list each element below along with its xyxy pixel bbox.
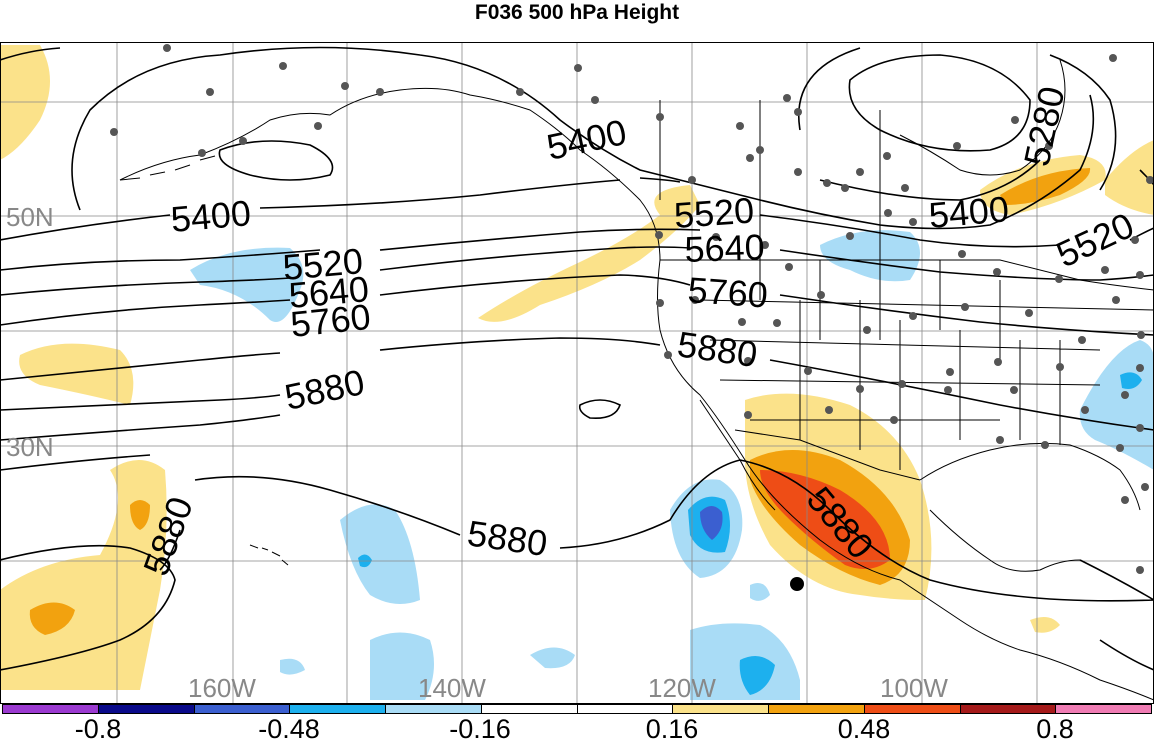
hawaii-islands [249,544,289,566]
anomaly-field-mexico-core [760,470,890,569]
contour-label: 5400 [927,188,1010,236]
contour-label: 5760 [686,269,769,315]
gulf-of-mexico-coast [919,442,1141,572]
colorbar-segment [864,705,961,713]
colorbar-tick-label: -0.8 [74,714,122,744]
anomaly-field-nw-edge [0,45,50,160]
anomaly-field-hudson-core [1000,168,1091,205]
anomaly-field-southwest-core-1 [29,602,75,635]
anomaly-field-gulf-of-alaska [190,247,304,322]
colorbar-segment [481,705,578,713]
alaska-coast [119,87,1154,701]
weather-map: 5400 5400 5520 5520 5640 5640 5760 5760 … [0,42,1154,704]
contour-label: 5640 [684,226,765,270]
colorbar-tick-label: -0.16 [449,714,511,744]
lat-label: 50N [6,202,54,232]
lon-label: 160W [188,673,256,703]
contour-line [848,54,1031,152]
contour-line [0,47,61,61]
lon-label: 120W [648,673,716,703]
colorbar-tick-label: 0.16 [645,714,699,744]
anomaly-field-baja-low-core [700,506,723,540]
contour-line [194,459,1154,602]
colorbar-tick-label: 0.48 [837,714,891,744]
anomaly-field-south-pacific-2 [370,632,434,700]
contour-line [0,246,1154,296]
contour-label: 5640 [287,268,370,316]
colorbar-segment [577,705,674,713]
anomaly-field-pacific-jet [478,185,700,322]
contour-line [0,454,151,471]
colorbar-segment [1056,705,1151,713]
anomaly-field-south-mexico [1030,616,1060,633]
lat-label: 30N [6,432,54,462]
contour-line [0,337,1154,431]
height-contours [0,46,1154,671]
lon-label: 140W [418,673,486,703]
lon-label: 100W [880,673,948,703]
anomaly-field-northern-plains [820,230,920,282]
colorbar-segment [3,705,99,713]
anomaly-field-southeast-core [1120,372,1142,389]
contour-label: 5400 [169,192,252,240]
chart-title: F036 500 hPa Height [474,1,680,24]
contour-line [218,140,334,181]
us-state-borders [699,299,1154,470]
colorbar-segment [290,705,386,713]
us-mexico-border [734,429,921,481]
lat-lon-grid [0,42,1154,704]
hudson-bay-coast [899,59,1066,176]
colorbar-segment [98,705,195,713]
station-markers [110,44,1154,574]
colorbar-segment [769,705,865,713]
colorbar [2,704,1152,714]
anomaly-field-west-pacific [19,343,134,405]
contour-line [578,399,621,420]
negative-anomaly-fields [190,230,1154,700]
anomaly-field-great-lakes [1105,140,1154,215]
colorbar-tick-label: -0.48 [258,714,320,744]
positive-anomaly-fields [0,45,1154,690]
contour-line [71,46,1095,230]
colorbar-segment [386,705,482,713]
contour-line [0,177,681,241]
anomaly-field-hawaii [340,504,420,604]
anomaly-field-south-pacific-3 [530,647,575,669]
anomaly-field-southeast [1079,340,1154,470]
colorbar-segment [194,705,291,713]
contour-line [0,394,281,411]
aleutian-islands [119,155,216,181]
colorbar-segment [960,705,1057,713]
coastlines [119,59,1154,701]
station-marker-highlight [790,577,804,591]
colorbar-tick-label: 0.8 [1036,714,1074,744]
contour-line [0,544,176,671]
contour-line [819,159,1041,201]
anomaly-field-south-pacific-4 [280,658,305,675]
contour-line [1079,559,1154,671]
anomaly-field-south-pacific-1-core [739,656,775,695]
canadian-province-borders [659,100,1001,360]
colorbar-segment [673,705,769,713]
contour-line [0,414,281,441]
contour-line [0,214,1154,271]
contour-label: 5520 [673,189,756,235]
anomaly-field-southwest-core-2 [130,500,150,530]
anomaly-field-south-pacific-5 [750,582,770,601]
contour-label: 5520 [281,240,364,288]
contour-line [159,529,181,571]
contour-line [0,274,1154,336]
contour-label: 5760 [289,296,373,345]
